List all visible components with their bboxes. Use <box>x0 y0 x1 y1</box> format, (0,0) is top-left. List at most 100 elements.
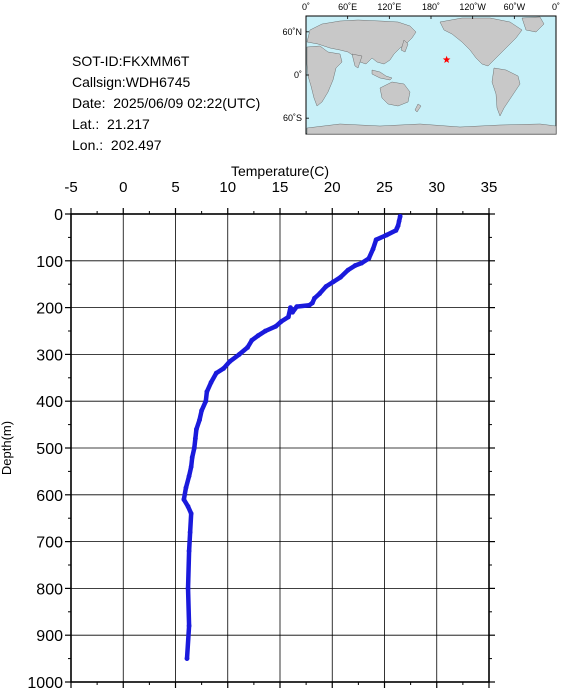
map-lon-label: 0˚ <box>302 2 310 12</box>
map-land-india <box>351 53 363 69</box>
profile-point <box>397 213 403 219</box>
x-tick-label: 25 <box>376 179 393 196</box>
y-tick-label: 600 <box>36 488 63 505</box>
profile-point <box>306 302 312 308</box>
x-tick-label: 0 <box>119 179 127 196</box>
observation-date: Date: 2025/06/09 02:22(UTC) <box>72 95 261 111</box>
profile-point <box>245 344 251 350</box>
profile-point <box>186 548 192 554</box>
x-tick-label: 35 <box>481 179 498 196</box>
y-tick-label: 1000 <box>27 675 63 690</box>
profile-point <box>192 436 198 442</box>
map-lon-label: 120˚W <box>459 2 486 12</box>
map-land-antarctica <box>306 123 557 135</box>
x-axis-label: Temperature(C) <box>231 163 329 179</box>
profile-point <box>208 380 214 385</box>
profile-point <box>189 454 195 460</box>
profile-point <box>273 323 279 329</box>
profile-point <box>221 366 226 371</box>
profile-point <box>294 304 300 310</box>
profile-point <box>187 529 193 535</box>
profile-point <box>312 295 317 301</box>
map-land-south-america <box>491 67 521 117</box>
y-tick-label: 500 <box>36 441 63 458</box>
map-land-greenland <box>521 16 545 33</box>
map-lat-label: 60˚N <box>282 27 302 37</box>
map-land <box>306 16 557 135</box>
profile-point <box>384 232 389 238</box>
x-tick-label: 5 <box>171 179 179 196</box>
profile-point <box>262 328 268 334</box>
profile-point <box>396 218 402 224</box>
y-tick-label: 100 <box>36 254 63 271</box>
x-tick-label: -5 <box>64 179 77 196</box>
map-lon-label: 60˚E <box>338 2 357 12</box>
profile-point <box>345 267 351 273</box>
profile-point <box>236 352 242 357</box>
profile-point <box>181 497 187 502</box>
map-land-africa <box>306 45 343 107</box>
profile-point <box>197 417 202 423</box>
y-tick-label: 0 <box>54 207 63 224</box>
profile-point <box>285 314 291 320</box>
y-tick-label: 800 <box>36 581 63 598</box>
profile-point <box>278 319 284 325</box>
map-lon-label: 60˚W <box>504 2 526 12</box>
map-lat-label: 0˚ <box>294 70 302 80</box>
map-land-japan <box>400 39 409 53</box>
longitude: Lon.: 202.497 <box>72 137 162 153</box>
profile-point <box>186 473 192 479</box>
x-tick-label: 10 <box>219 179 236 196</box>
profile-point <box>359 260 364 266</box>
y-tick-label: 400 <box>36 394 63 411</box>
x-tick-label: 15 <box>272 179 289 196</box>
profile-point <box>183 485 189 491</box>
profile-point <box>213 370 219 376</box>
profile-point <box>204 389 210 395</box>
x-tick-label: 20 <box>324 179 341 196</box>
profile-point <box>199 408 205 413</box>
profile-point <box>185 504 191 509</box>
profile-point <box>188 511 194 516</box>
latitude: Lat.: 21.217 <box>72 116 150 132</box>
map-land-eurasia <box>306 19 417 65</box>
profile-point <box>373 237 379 243</box>
map-land-new-zealand <box>414 103 422 113</box>
profile-point <box>255 333 261 339</box>
y-tick-label: 300 <box>36 347 63 364</box>
profile-point <box>288 305 293 310</box>
location-marker-icon <box>442 55 451 63</box>
profile-point <box>393 227 399 233</box>
y-tick-label: 700 <box>36 535 63 552</box>
profile-point <box>227 359 233 364</box>
profile-point <box>203 398 209 404</box>
callsign: Callsign:WDH6745 <box>72 74 191 90</box>
map-lon-label: 0˚ <box>552 2 560 12</box>
profile-point <box>188 464 194 470</box>
profile-point <box>184 656 190 661</box>
profile-point <box>186 623 192 629</box>
map-land-australia <box>379 81 411 107</box>
profile-point <box>194 426 199 432</box>
profile-point <box>290 309 295 315</box>
profile-point <box>370 246 376 252</box>
y-axis-label: Depth(m) <box>0 421 14 475</box>
y-tick-label: 200 <box>36 301 63 318</box>
profile-point <box>330 279 336 285</box>
temperature-profile-line <box>181 214 403 661</box>
map-lon-label: 120˚E <box>377 2 401 12</box>
profile-point <box>366 256 372 261</box>
map-land-indonesia <box>371 69 393 81</box>
profile-point <box>323 284 329 289</box>
profile-point <box>352 263 358 268</box>
x-tick-label: 30 <box>428 179 445 196</box>
y-tick-label: 900 <box>36 628 63 645</box>
profile-point <box>249 337 255 343</box>
profile-point <box>317 291 323 296</box>
sot-id: SOT-ID:FKXMM6T <box>72 53 190 69</box>
profile-point <box>191 445 197 451</box>
map-lat-label: 60˚S <box>283 113 302 123</box>
profile-point <box>185 586 191 591</box>
